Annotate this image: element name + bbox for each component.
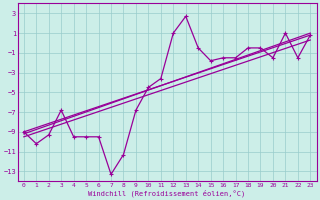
X-axis label: Windchill (Refroidissement éolien,°C): Windchill (Refroidissement éolien,°C): [88, 189, 246, 197]
